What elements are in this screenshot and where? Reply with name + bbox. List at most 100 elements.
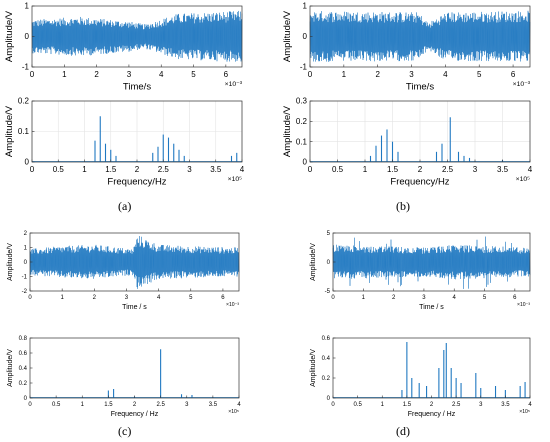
x-tick-label: 0 (308, 165, 313, 174)
x-tick-label: 1 (381, 402, 385, 408)
x-exponent-label: ×10⁻³ (513, 81, 531, 88)
x-tick-label: 3 (422, 295, 426, 301)
x-tick-label: 3.5 (209, 402, 218, 408)
x-tick-label: 4 (159, 70, 164, 79)
x-exponent-label: ×10⁻³ (517, 302, 530, 308)
y-tick-label: 0.6 (19, 351, 28, 357)
x-tick-label: 1 (362, 295, 366, 301)
chart-d-spec: 0 0.5 1 1.5 2 2.5 3 3.5 4 0 0.2 0.4 0.6 ×10⁵ Frequency… (310, 336, 532, 418)
x-tick-label: 3.5 (501, 402, 510, 408)
y-tick-label: 1 (303, 2, 308, 11)
signal-trace (31, 10, 243, 62)
y-tick-label: 0 (24, 396, 28, 402)
x-tick-label: 1 (81, 402, 85, 408)
x-tick-label: 0 (30, 70, 35, 79)
x-tick-label: 3 (185, 402, 189, 408)
x-exponent-label: ×10⁵ (516, 176, 531, 183)
y-tick-label: 0.2 (19, 381, 28, 387)
x-tick-label: 0 (28, 402, 32, 408)
chart-c-spec: 0 0.5 1 1.5 2 2.5 3 3.5 4 0 0.2 0.4 0.6 0.8 ×10⁵ Freque… (7, 336, 241, 418)
x-tick-label: 0 (331, 402, 335, 408)
chart-b-spec: 0 0.5 1 1.5 2 2.5 3 3.5 4 0 0.1 0.2 0.3 ×10⁵ Frequency… (282, 97, 533, 188)
x-tick-label: 0 (30, 165, 35, 174)
x-exponent-label: ×10⁵ (519, 409, 530, 415)
x-tick-label: 2 (392, 295, 396, 301)
x-tick-label: 6 (513, 295, 517, 301)
y-tick-label: 0 (303, 32, 308, 41)
x-tick-label: 2 (133, 402, 137, 408)
chart-a-spec: 0 0.5 1 1.5 2 2.5 3 3.5 4 0 0.1 0.2 ×10⁵ Frequency/Hz… (4, 97, 245, 188)
x-tick-label: 5 (483, 295, 487, 301)
y-axis-label: Amplitude/V (7, 243, 14, 281)
x-tick-label: 0 (28, 295, 32, 301)
y-tick-label: 1 (25, 2, 30, 11)
y-tick-label: -2 (22, 289, 28, 295)
x-tick-label: 4 (443, 70, 448, 79)
y-tick-label: 0.4 (322, 356, 331, 362)
x-tick-label: 3 (409, 70, 414, 79)
x-tick-label: 4 (237, 402, 241, 408)
x-exponent-label: ×10⁵ (228, 409, 239, 415)
x-tick-label: 2 (135, 165, 140, 174)
x-tick-label: 5 (189, 295, 193, 301)
y-tick-label: -1 (22, 63, 30, 72)
x-tick-label: 4 (528, 402, 532, 408)
x-axis-label: Frequency / Hz (111, 411, 159, 418)
x-tick-label: 4 (240, 165, 245, 174)
x-tick-label: 0.5 (53, 165, 65, 174)
x-tick-label: 1 (60, 295, 64, 301)
x-tick-label: 3 (127, 70, 132, 79)
x-tick-label: 1.5 (104, 402, 113, 408)
y-tick-label: 0 (327, 396, 331, 402)
x-tick-label: 4 (528, 165, 533, 174)
x-tick-label: 3.5 (210, 165, 222, 174)
y-axis-label: Amplitude/V (310, 243, 317, 281)
x-tick-label: 0.5 (52, 402, 61, 408)
y-tick-label: 0.2 (322, 376, 331, 382)
x-tick-label: 2 (375, 70, 380, 79)
x-tick-label: 0 (308, 70, 313, 79)
y-axis-label: Amplitude/V (4, 105, 15, 157)
x-axis-label: Frequency/Hz (107, 177, 166, 188)
y-tick-label: 0.6 (322, 336, 331, 342)
y-tick-label: 0 (24, 260, 28, 266)
x-axis-label: Time/s (406, 82, 434, 93)
y-axis-label: Amplitude/V (310, 349, 317, 387)
x-tick-label: 2 (430, 402, 434, 408)
signal-trace (29, 236, 240, 289)
x-tick-label: 6 (224, 70, 229, 79)
y-tick-label: 5 (327, 231, 331, 237)
x-tick-label: 0 (331, 295, 335, 301)
y-tick-label: -1 (22, 275, 28, 281)
y-axis-label: Amplitude/V (4, 10, 15, 62)
x-tick-label: 2 (93, 295, 97, 301)
x-axis-label: Frequency / Hz (408, 411, 456, 418)
x-tick-label: 3 (479, 402, 483, 408)
x-axis-label: Time / s (419, 304, 444, 311)
x-tick-label: 6 (221, 295, 225, 301)
signal-trace (309, 10, 531, 62)
y-tick-label: -1 (300, 63, 308, 72)
x-tick-label: 1.5 (105, 165, 117, 174)
x-tick-label: 1 (82, 165, 87, 174)
x-tick-label: 3 (187, 165, 192, 174)
x-axis-label: Time/s (123, 82, 151, 93)
x-tick-label: 3 (125, 295, 129, 301)
y-axis-label: Amplitude/V (282, 10, 293, 62)
y-tick-label: 0.2 (18, 97, 30, 106)
x-exponent-label: ×10⁻³ (226, 302, 239, 308)
x-tick-label: 2.5 (452, 402, 461, 408)
y-tick-label: 0.1 (296, 137, 308, 146)
y-tick-label: 1 (24, 246, 28, 252)
x-tick-label: 2.5 (156, 402, 165, 408)
panel-label-a: (a) (118, 199, 132, 213)
y-tick-label: 0.4 (19, 366, 28, 372)
y-tick-label: 0.1 (18, 127, 30, 136)
y-tick-label: 0 (303, 158, 308, 167)
x-tick-label: 2 (94, 70, 99, 79)
x-tick-label: 5 (477, 70, 482, 79)
